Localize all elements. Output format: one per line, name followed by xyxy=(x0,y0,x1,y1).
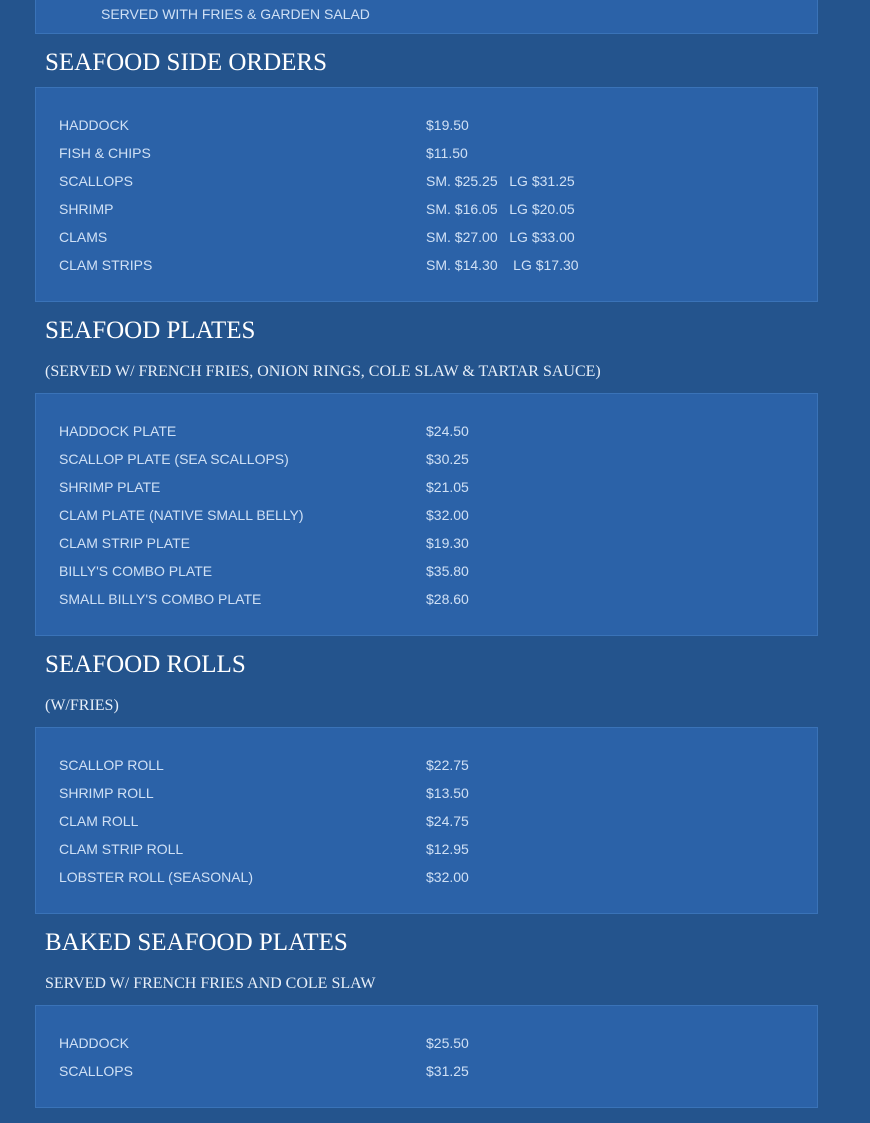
item-price: $19.50 xyxy=(426,117,469,133)
menu-item: SCALLOPS $31.25 xyxy=(59,1057,794,1085)
section-title: BAKED SEAFOOD PLATES xyxy=(45,929,348,956)
section-subtitle: SERVED W/ FRENCH FRIES AND COLE SLAW xyxy=(45,975,376,992)
menu-item: SHRIMP SM. $16.05 LG $20.05 xyxy=(59,195,794,223)
menu-item: SHRIMP PLATE $21.05 xyxy=(59,473,794,501)
menu-item: CLAM STRIP PLATE $19.30 xyxy=(59,529,794,557)
item-price: SM. $25.25 LG $31.25 xyxy=(426,173,575,189)
item-price: $32.00 xyxy=(426,869,469,885)
item-name: HADDOCK xyxy=(59,117,130,133)
section-header: SEAFOOD SIDE ORDERS xyxy=(35,34,818,87)
menu-item: SMALL BILLY'S COMBO PLATE $28.60 xyxy=(59,585,794,613)
item-price: $12.95 xyxy=(426,841,469,857)
section-header: SEAFOOD ROLLS (W/FRIES) xyxy=(35,636,818,727)
item-price: $11.50 xyxy=(426,145,468,161)
item-name: CLAM ROLL xyxy=(59,813,139,829)
item-price: SM. $16.05 LG $20.05 xyxy=(426,201,575,217)
item-name: CLAM STRIP ROLL xyxy=(59,841,184,857)
section-header: BAKED SEAFOOD PLATES SERVED W/ FRENCH FRI… xyxy=(35,914,818,1005)
menu-items-box: HADDOCK $25.50 SCALLOPS $31.25 xyxy=(35,1005,818,1108)
item-name: SCALLOP PLATE (SEA SCALLOPS) xyxy=(59,451,289,467)
section-title: SEAFOOD SIDE ORDERS xyxy=(45,49,327,76)
menu-items-box: HADDOCK PLATE $24.50 SCALLOP PLATE (SEA … xyxy=(35,393,818,636)
section-subtitle: (W/FRIES) xyxy=(45,697,119,714)
top-note: SERVED WITH FRIES & GARDEN SALAD xyxy=(101,6,370,22)
menu-item: HADDOCK $25.50 xyxy=(59,1029,794,1057)
item-name: HADDOCK PLATE xyxy=(59,423,177,439)
menu-item: CLAMS SM. $27.00 LG $33.00 xyxy=(59,223,794,251)
menu-section: SEAFOOD ROLLS (W/FRIES) SCALLOP ROLL $22.… xyxy=(35,636,818,914)
item-name: BILLY'S COMBO PLATE xyxy=(59,563,213,579)
item-name: SCALLOP ROLL xyxy=(59,757,164,773)
item-name: SCALLOPS xyxy=(59,173,133,189)
item-price: SM. $14.30 LG $17.30 xyxy=(426,257,579,273)
menu-item: SCALLOP PLATE (SEA SCALLOPS) $30.25 xyxy=(59,445,794,473)
item-price: $24.50 xyxy=(426,423,469,439)
menu-item: SHRIMP ROLL $13.50 xyxy=(59,779,794,807)
item-price: $30.25 xyxy=(426,451,469,467)
item-name: SHRIMP PLATE xyxy=(59,479,161,495)
menu-item: SCALLOPS SM. $25.25 LG $31.25 xyxy=(59,167,794,195)
menu-section: SEAFOOD PLATES (SERVED W/ FRENCH FRIES, O… xyxy=(35,302,818,636)
menu-item: LOBSTER ROLL (SEASONAL) $32.00 xyxy=(59,863,794,891)
menu-section: BAKED SEAFOOD PLATES SERVED W/ FRENCH FRI… xyxy=(35,914,818,1108)
previous-section-box: SERVED WITH FRIES & GARDEN SALAD xyxy=(35,0,818,34)
item-price: $22.75 xyxy=(426,757,469,773)
item-price: $32.00 xyxy=(426,507,469,523)
section-subtitle: (SERVED W/ FRENCH FRIES, ONION RINGS, CO… xyxy=(45,363,601,380)
item-name: SCALLOPS xyxy=(59,1063,133,1079)
menu-item: CLAM STRIPS SM. $14.30 LG $17.30 xyxy=(59,251,794,279)
item-name: HADDOCK xyxy=(59,1035,130,1051)
menu-item: SCALLOP ROLL $22.75 xyxy=(59,751,794,779)
item-price: $35.80 xyxy=(426,563,469,579)
menu-items-box: HADDOCK $19.50 FISH & CHIPS $11.50 SCALL… xyxy=(35,87,818,302)
section-title: SEAFOOD PLATES xyxy=(45,317,256,344)
item-name: SHRIMP xyxy=(59,201,114,217)
item-name: SMALL BILLY'S COMBO PLATE xyxy=(59,591,262,607)
item-name: CLAM PLATE (NATIVE SMALL BELLY) xyxy=(59,507,304,523)
item-price: $21.05 xyxy=(426,479,469,495)
menu-items-box: SCALLOP ROLL $22.75 SHRIMP ROLL $13.50 C… xyxy=(35,727,818,914)
item-name: LOBSTER ROLL (SEASONAL) xyxy=(59,869,253,885)
menu-item: FISH & CHIPS $11.50 xyxy=(59,139,794,167)
item-price: $31.25 xyxy=(426,1063,469,1079)
item-price: $19.30 xyxy=(426,535,469,551)
item-name: SHRIMP ROLL xyxy=(59,785,154,801)
section-title: SEAFOOD ROLLS xyxy=(45,651,246,678)
item-price: $13.50 xyxy=(426,785,469,801)
item-price: SM. $27.00 LG $33.00 xyxy=(426,229,575,245)
menu-item: BILLY'S COMBO PLATE $35.80 xyxy=(59,557,794,585)
menu: SERVED WITH FRIES & GARDEN SALAD SEAFOOD… xyxy=(35,0,818,1108)
menu-item: CLAM PLATE (NATIVE SMALL BELLY) $32.00 xyxy=(59,501,794,529)
item-price: $25.50 xyxy=(426,1035,469,1051)
menu-item: CLAM STRIP ROLL $12.95 xyxy=(59,835,794,863)
menu-item: CLAM ROLL $24.75 xyxy=(59,807,794,835)
item-name: CLAM STRIP PLATE xyxy=(59,535,190,551)
item-name: CLAM STRIPS xyxy=(59,257,153,273)
section-header: SEAFOOD PLATES (SERVED W/ FRENCH FRIES, O… xyxy=(35,302,818,393)
item-name: CLAMS xyxy=(59,229,108,245)
menu-item: HADDOCK PLATE $24.50 xyxy=(59,417,794,445)
item-price: $24.75 xyxy=(426,813,469,829)
item-price: $28.60 xyxy=(426,591,469,607)
menu-section: SEAFOOD SIDE ORDERS HADDOCK $19.50 FISH … xyxy=(35,34,818,302)
menu-item: HADDOCK $19.50 xyxy=(59,111,794,139)
item-name: FISH & CHIPS xyxy=(59,145,151,161)
